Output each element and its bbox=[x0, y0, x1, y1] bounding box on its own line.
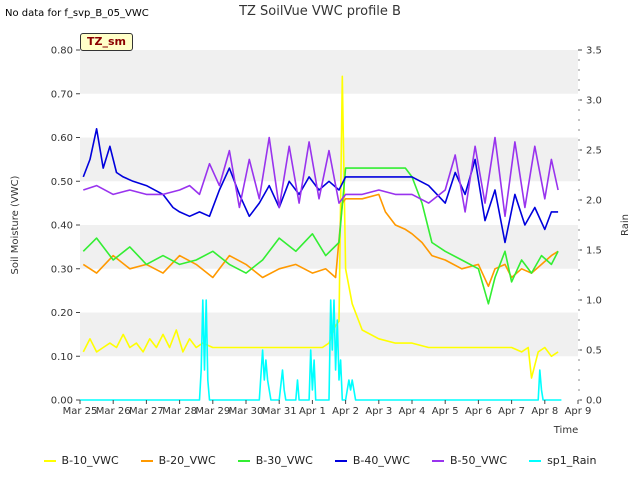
y2-tick-label: 1.0 bbox=[586, 296, 602, 307]
y2-tick-label: 0.5 bbox=[586, 346, 602, 357]
y-tick-label: 0.50 bbox=[51, 177, 73, 188]
x-tick-label: Apr 2 bbox=[332, 406, 359, 417]
grid-bands bbox=[80, 50, 578, 400]
x-tick-label: Mar 28 bbox=[162, 406, 197, 417]
x-tick-label: Apr 8 bbox=[531, 406, 558, 417]
x-tick-label: Apr 7 bbox=[498, 406, 525, 417]
legend-label: sp1_Rain bbox=[547, 454, 597, 467]
y-tick-label: 0.70 bbox=[51, 89, 73, 100]
grid-band bbox=[80, 50, 578, 94]
grid-band bbox=[80, 225, 578, 269]
x-tick-label: Mar 27 bbox=[129, 406, 164, 417]
legend-label: B-30_VWC bbox=[255, 454, 313, 467]
y-tick-label: 0.10 bbox=[51, 352, 73, 363]
y2-tick-label: 2.0 bbox=[586, 196, 602, 207]
legend-swatch bbox=[529, 459, 542, 462]
x-tick-label: Mar 29 bbox=[195, 406, 230, 417]
x-tick-label: Apr 5 bbox=[432, 406, 459, 417]
legend-label: B-10_VWC bbox=[61, 454, 119, 467]
legend-swatch bbox=[237, 459, 250, 462]
legend-label: B-40_VWC bbox=[352, 454, 410, 467]
x-tick-label: Apr 3 bbox=[365, 406, 392, 417]
series-line-B-30_VWC bbox=[82, 167, 559, 305]
y-tick-label: 0.40 bbox=[51, 221, 73, 232]
x-tick-label: Mar 30 bbox=[229, 406, 264, 417]
no-data-note: No data for f_svp_B_05_VWC bbox=[5, 8, 149, 19]
x-tick-label: Mar 31 bbox=[262, 406, 297, 417]
grid-band bbox=[80, 312, 578, 357]
x-tick-label: Mar 25 bbox=[63, 406, 98, 417]
site-badge: TZ_sm bbox=[80, 33, 133, 51]
y-tick-label: 0.80 bbox=[51, 46, 73, 57]
legend-item-b40: B-40_VWC bbox=[334, 454, 410, 467]
grid-band bbox=[80, 137, 578, 182]
x-tick-label: Mar 26 bbox=[96, 406, 131, 417]
y-tick-label: 0.20 bbox=[51, 308, 73, 319]
chart-title: TZ SoilVue VWC profile B bbox=[239, 4, 401, 19]
legend-swatch bbox=[431, 459, 444, 462]
legend-label: B-20_VWC bbox=[158, 454, 216, 467]
series-line-B-50_VWC bbox=[83, 136, 559, 218]
legend-item-rain: sp1_Rain bbox=[529, 454, 596, 467]
x-tick-label: Apr 4 bbox=[399, 406, 426, 417]
y-axis-label: Soil Moisture (VWC) bbox=[10, 175, 21, 274]
y2-axis-label: Rain bbox=[620, 214, 631, 236]
y-tick-label: 0.30 bbox=[51, 264, 73, 275]
y2-tick-label: 2.5 bbox=[586, 146, 602, 157]
legend-swatch bbox=[334, 459, 347, 462]
legend-label: B-50_VWC bbox=[449, 454, 508, 467]
legend-item-b20: B-20_VWC bbox=[140, 454, 216, 467]
y2-tick-label: 3.5 bbox=[586, 46, 602, 57]
legend-item-b10: B-10_VWC bbox=[43, 454, 119, 467]
plot-area bbox=[80, 75, 562, 401]
x-axis-label: Time bbox=[553, 425, 578, 436]
legend-swatch bbox=[140, 459, 153, 462]
y-tick-label: 0.00 bbox=[51, 396, 73, 407]
series-line-B-20_VWC bbox=[82, 193, 559, 288]
x-tick-label: Apr 9 bbox=[565, 406, 592, 417]
axes: 0.00 0.10 0.20 0.30 0.40 0.50 0.60 0.70 0.80 0.0 0… bbox=[10, 46, 631, 437]
x-tick-label: Apr 6 bbox=[465, 406, 492, 417]
y-tick-label: 0.60 bbox=[51, 133, 73, 144]
y2-tick-label: 3.0 bbox=[586, 96, 602, 107]
legend-item-b30: B-30_VWC bbox=[237, 454, 313, 467]
x-tick-label: Apr 1 bbox=[299, 406, 326, 417]
series-line-B-10_VWC bbox=[82, 75, 559, 379]
legend: B-10_VWC B-20_VWC B-30_VWC B-40_VWC B-50… bbox=[0, 454, 640, 467]
legend-item-b50: B-50_VWC bbox=[431, 454, 508, 467]
y2-tick-label: 0.0 bbox=[586, 396, 602, 407]
series-line-sp1_Rain bbox=[80, 299, 562, 401]
y2-tick-label: 1.5 bbox=[586, 246, 602, 257]
legend-swatch bbox=[43, 459, 56, 462]
series-line-B-40_VWC bbox=[82, 128, 559, 244]
